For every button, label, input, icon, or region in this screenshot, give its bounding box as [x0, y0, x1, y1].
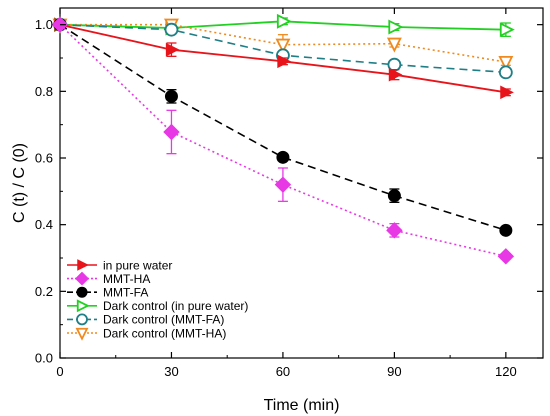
legend-item: MMT-HA — [67, 271, 150, 286]
series-3 — [54, 13, 515, 38]
y-tick-label: 0.2 — [35, 284, 53, 299]
data-point — [498, 56, 514, 71]
data-point — [275, 38, 291, 54]
legend-marker — [77, 259, 89, 271]
legend-label: MMT-HA — [103, 272, 150, 286]
data-point — [497, 248, 515, 265]
x-tick-label: 60 — [276, 364, 290, 379]
data-point — [388, 19, 404, 35]
data-point — [386, 37, 402, 53]
legend-label: Dark control (MMT-HA) — [103, 326, 226, 340]
data-point — [274, 176, 292, 193]
data-point — [165, 42, 180, 57]
data-point — [499, 22, 515, 38]
x-axis-title: Time (min) — [264, 397, 340, 414]
x-tick-label: 120 — [495, 364, 517, 379]
data-point — [387, 189, 401, 203]
data-point — [277, 54, 291, 69]
legend-label: MMT-FA — [103, 286, 148, 300]
data-point — [498, 65, 513, 80]
legend-item: MMT-FA — [67, 286, 148, 300]
legend-marker — [76, 313, 88, 326]
series-1 — [51, 16, 515, 265]
data-point — [164, 22, 179, 37]
x-tick-label: 90 — [387, 364, 401, 379]
data-point — [500, 85, 514, 100]
legend-marker — [76, 286, 88, 298]
x-tick-label: 0 — [56, 364, 63, 379]
data-point — [276, 150, 290, 164]
data-point — [163, 123, 180, 141]
legend-item: Dark control (MMT-FA) — [67, 313, 224, 327]
series-0 — [54, 17, 514, 100]
legend-item: Dark control (in pure water) — [67, 299, 248, 313]
series-line — [59, 24, 507, 232]
legend-marker — [76, 299, 90, 313]
legend-label: Dark control (in pure water) — [103, 299, 248, 313]
legend-marker — [75, 271, 89, 286]
data-point — [164, 89, 178, 103]
data-point — [388, 67, 403, 82]
y-tick-label: 0.6 — [35, 151, 53, 166]
y-tick-label: 0.4 — [35, 217, 53, 232]
legend-marker — [75, 327, 89, 341]
series-line — [59, 24, 506, 258]
y-axis-title: C (t) / C (0) — [11, 143, 28, 223]
legend-label: in pure water — [103, 258, 172, 272]
y-tick-label: 1.0 — [35, 17, 53, 32]
plot-frame — [59, 7, 544, 359]
y-tick-label: 0.8 — [35, 84, 53, 99]
x-tick-label: 30 — [164, 364, 178, 379]
y-tick-label: 0.0 — [35, 351, 53, 366]
legend-item: Dark control (MMT-HA) — [67, 326, 226, 341]
legend-item: in pure water — [67, 258, 172, 272]
legend-label: Dark control (MMT-FA) — [103, 313, 224, 327]
data-point — [386, 222, 403, 239]
data-point — [499, 223, 513, 237]
data-point — [276, 13, 292, 29]
